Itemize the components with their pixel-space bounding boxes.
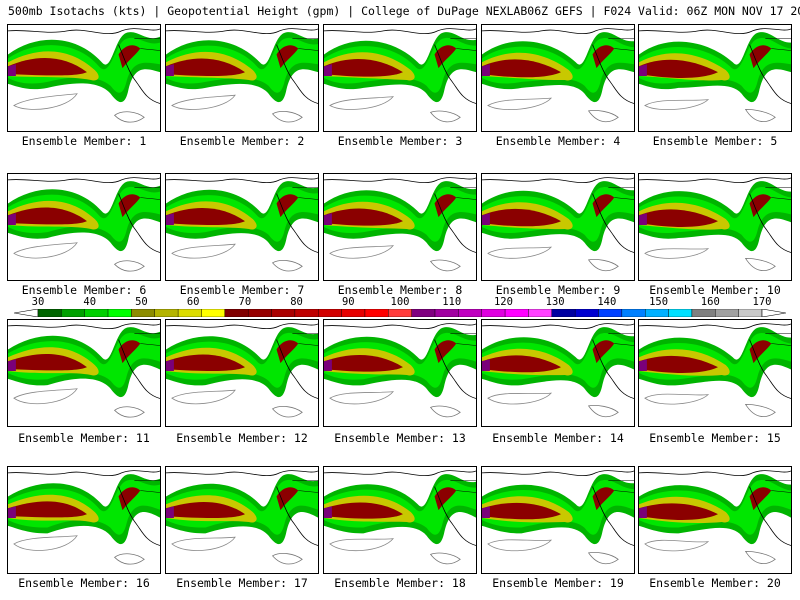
colorbar-swatch (364, 309, 389, 317)
colorbar-swatch (411, 309, 436, 317)
ensemble-map-panel (481, 173, 635, 281)
colorbar-right-arrow (761, 309, 786, 317)
colorbar-swatch (551, 309, 576, 317)
ensemble-map-panel (7, 24, 161, 132)
colorbar-swatch (247, 309, 272, 317)
colorbar-tick-label: 130 (545, 296, 565, 308)
colorbar-swatch (61, 309, 85, 317)
ensemble-member-label: Ensemble Member: 19 (492, 576, 624, 590)
ensemble-map-panel (481, 24, 635, 132)
ensemble-member-label: Ensemble Member: 14 (492, 431, 624, 445)
ensemble-map-panel (165, 24, 319, 132)
ensemble-map-panel (7, 173, 161, 281)
colorbar-tick-label: 100 (390, 296, 410, 308)
colorbar-swatch (318, 309, 342, 317)
colorbar-swatch (224, 309, 249, 317)
ensemble-member-label: Ensemble Member: 7 (179, 283, 305, 297)
title-left: 500mb Isotachs (kts) | Geopotential Heig… (8, 4, 528, 18)
colorbar-swatch (481, 309, 506, 317)
ensemble-member-label: Ensemble Member: 8 (337, 283, 463, 297)
colorbar-tick-label: 110 (442, 296, 462, 308)
colorbar-swatch (738, 309, 763, 317)
colorbar-tick-label: 170 (752, 296, 772, 308)
colorbar-swatch (201, 309, 226, 317)
ensemble-map-panel (323, 173, 477, 281)
title-bar: 500mb Isotachs (kts) | Geopotential Heig… (0, 0, 800, 22)
ensemble-map-panel (638, 466, 792, 574)
colorbar-swatch (528, 309, 553, 317)
ensemble-member-label: Ensemble Member: 6 (21, 283, 147, 297)
ensemble-member-label: Ensemble Member: 11 (18, 431, 150, 445)
ensemble-member-label: Ensemble Member: 4 (495, 134, 621, 148)
colorbar-tick-label: 160 (700, 296, 720, 308)
colorbar-tick-label: 40 (83, 296, 97, 308)
ensemble-member-label: Ensemble Member: 1 (21, 134, 147, 148)
ensemble-member-label: Ensemble Member: 5 (652, 134, 778, 148)
ensemble-map-panel (481, 319, 635, 427)
colorbar-swatch (37, 309, 62, 317)
ensemble-member-label: Ensemble Member: 18 (334, 576, 466, 590)
title-right: 06Z GEFS | F024 Valid: 06Z MON NOV 17 20… (527, 4, 800, 18)
colorbar-swatch (131, 309, 155, 317)
ensemble-member-label: Ensemble Member: 13 (334, 431, 466, 445)
colorbar-tick-label: 50 (135, 296, 148, 308)
colorbar-swatch (388, 309, 412, 317)
colorbar-tick-label: 120 (493, 296, 513, 308)
colorbar-swatch (621, 309, 646, 317)
colorbar-swatch (84, 309, 109, 317)
ensemble-map-panel (638, 173, 792, 281)
ensemble-member-label: Ensemble Member: 9 (495, 283, 621, 297)
ensemble-map-panel (7, 466, 161, 574)
colorbar-swatch (574, 309, 599, 317)
colorbar-tick-label: 70 (238, 296, 252, 308)
colorbar-swatch (341, 309, 366, 317)
ensemble-map-panel (165, 173, 319, 281)
ensemble-member-label: Ensemble Member: 16 (18, 576, 150, 590)
ensemble-map-panel (323, 24, 477, 132)
ensemble-map-panel (165, 466, 319, 574)
colorbar-swatch (107, 309, 132, 317)
ensemble-member-label: Ensemble Member: 17 (176, 576, 308, 590)
ensemble-map-panel (165, 319, 319, 427)
colorbar-swatch (668, 309, 693, 317)
colorbar-swatch (294, 309, 319, 317)
colorbar-swatch (458, 309, 482, 317)
ensemble-map-panel (7, 319, 161, 427)
ensemble-member-label: Ensemble Member: 2 (179, 134, 305, 148)
isotach-colorbar (14, 309, 786, 317)
colorbar-tick-label: 60 (186, 296, 200, 308)
colorbar-tick-label: 30 (31, 296, 45, 308)
ensemble-member-label: Ensemble Member: 10 (649, 283, 781, 297)
colorbar-labels: 30 40 50 60 70 80 90 100 110 120 130 140 150 160 170 (0, 296, 800, 308)
colorbar-swatch (154, 309, 179, 317)
colorbar-tick-label: 90 (341, 296, 355, 308)
colorbar-swatch (645, 309, 669, 317)
ensemble-map-panel (638, 24, 792, 132)
colorbar-swatch (691, 309, 716, 317)
ensemble-member-label: Ensemble Member: 3 (337, 134, 463, 148)
colorbar-tick-label: 150 (649, 296, 669, 308)
colorbar-tick-label: 80 (290, 296, 303, 308)
colorbar-swatch (598, 309, 623, 317)
ensemble-map-panel (323, 319, 477, 427)
colorbar-tick-label: 140 (597, 296, 617, 308)
ensemble-member-label: Ensemble Member: 20 (649, 576, 781, 590)
colorbar-swatch (504, 309, 529, 317)
ensemble-map-panel (481, 466, 635, 574)
ensemble-member-label: Ensemble Member: 12 (176, 431, 308, 445)
ensemble-member-label: Ensemble Member: 15 (649, 431, 781, 445)
colorbar-swatch (271, 309, 296, 317)
colorbar-swatch (434, 309, 459, 317)
colorbar-swatch (715, 309, 739, 317)
colorbar-swatch (177, 309, 202, 317)
ensemble-map-panel (323, 466, 477, 574)
colorbar-left-arrow (14, 309, 39, 317)
ensemble-map-panel (638, 319, 792, 427)
